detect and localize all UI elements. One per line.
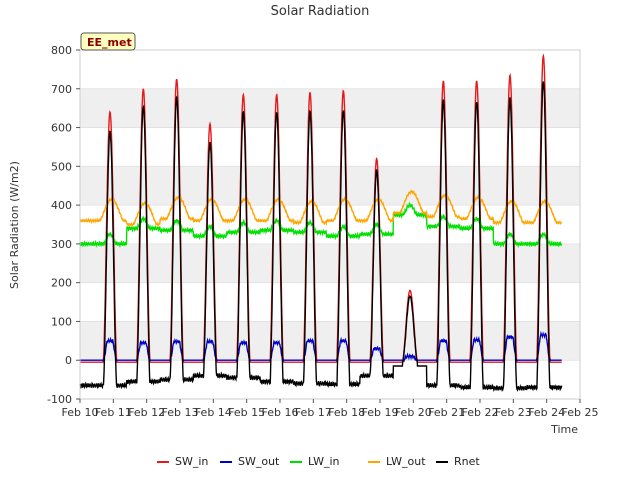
grid-band [80, 166, 580, 206]
x-tick-label: Feb 18 [328, 406, 365, 419]
chart-title: Solar Radiation [271, 4, 370, 19]
x-tick-label: Feb 12 [128, 406, 165, 419]
x-tick-label: Feb 15 [228, 406, 265, 419]
y-tick-label: 300 [51, 238, 72, 251]
series-layer [79, 53, 563, 393]
series-line-lw-in [79, 201, 563, 249]
x-tick-label: Feb 23 [495, 406, 532, 419]
y-tick-label: 0 [65, 354, 72, 367]
y-tick-label: 400 [51, 199, 72, 212]
series-line-sw-out [80, 330, 562, 364]
y-tick-label: 800 [51, 44, 72, 57]
x-tick-label: Feb 20 [395, 406, 432, 419]
x-tick-label: Feb 10 [62, 406, 99, 419]
y-tick-label: -100 [47, 393, 72, 406]
x-tick-label: Feb 19 [362, 406, 399, 419]
y-tick-label: 600 [51, 122, 72, 135]
legend-label: LW_in [308, 455, 340, 468]
grid-band [80, 243, 580, 283]
series-line-rnet [79, 81, 563, 393]
x-tick-label: Feb 17 [295, 406, 332, 419]
y-axis-ticks: -100 0 100 200 300 400 500 600 700 800 [47, 44, 80, 406]
x-axis-title: Time [550, 423, 578, 436]
x-tick-label: Feb 16 [262, 406, 299, 419]
y-tick-label: 200 [51, 277, 72, 290]
y-tick-label: 700 [51, 83, 72, 96]
legend-label: SW_out [238, 455, 280, 468]
x-tick-label: Feb 22 [462, 406, 499, 419]
grid-band [80, 321, 580, 361]
plot-area-frame [79, 49, 581, 400]
legend-label: LW_out [386, 455, 426, 468]
x-tick-label: Feb 13 [162, 406, 199, 419]
legend-label: SW_in [175, 455, 208, 468]
x-tick-label: Feb 25 [562, 406, 599, 419]
y-axis-title: Solar Radiation (W/m2) [8, 161, 21, 289]
grid-band [80, 88, 580, 128]
legend-label: Rnet [454, 455, 480, 468]
x-tick-label: Feb 11 [95, 406, 132, 419]
background-bands [80, 88, 580, 361]
x-tick-label: Feb 14 [195, 406, 232, 419]
site-label: EE_met [87, 36, 132, 49]
x-tick-label: Feb 21 [428, 406, 465, 419]
y-tick-label: 100 [51, 315, 72, 328]
x-tick-label: Feb 24 [528, 406, 565, 419]
y-tick-label: 500 [51, 160, 72, 173]
legend: SW_in SW_out LW_in LW_out Rnet [157, 455, 480, 468]
site-label-box: EE_met [80, 32, 136, 51]
series-line-lw-out [79, 189, 562, 228]
